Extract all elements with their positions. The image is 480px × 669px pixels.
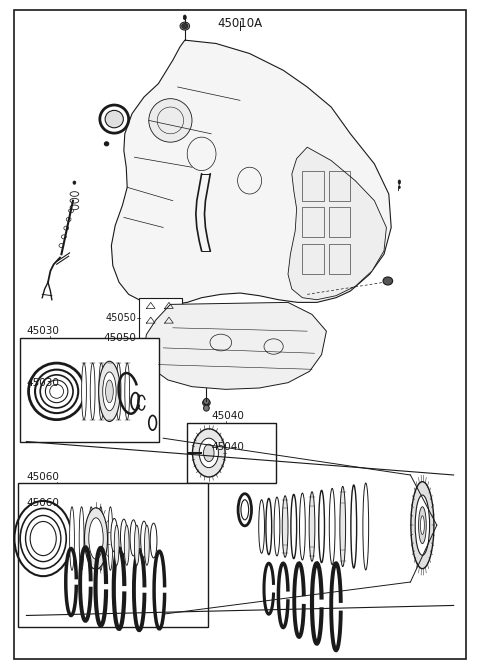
- Ellipse shape: [70, 205, 79, 210]
- Bar: [329, 207, 350, 237]
- Ellipse shape: [363, 483, 369, 570]
- Ellipse shape: [82, 363, 86, 420]
- Ellipse shape: [141, 521, 147, 557]
- Bar: [20, 338, 159, 442]
- Ellipse shape: [204, 405, 209, 411]
- Ellipse shape: [398, 186, 400, 189]
- Bar: [302, 207, 324, 237]
- Ellipse shape: [79, 507, 84, 570]
- Ellipse shape: [411, 482, 434, 569]
- Bar: [187, 423, 276, 483]
- Ellipse shape: [114, 525, 119, 565]
- Ellipse shape: [100, 105, 129, 133]
- Bar: [302, 171, 324, 201]
- Ellipse shape: [209, 325, 214, 330]
- Ellipse shape: [90, 363, 95, 420]
- Ellipse shape: [59, 244, 64, 248]
- Ellipse shape: [108, 507, 113, 570]
- Ellipse shape: [291, 494, 297, 559]
- Ellipse shape: [340, 486, 346, 567]
- Ellipse shape: [125, 363, 130, 420]
- Ellipse shape: [105, 110, 123, 128]
- Ellipse shape: [116, 363, 121, 420]
- Text: 45030: 45030: [26, 326, 59, 336]
- Text: 45030: 45030: [26, 378, 59, 387]
- Polygon shape: [111, 40, 391, 304]
- Ellipse shape: [259, 500, 264, 553]
- Ellipse shape: [329, 488, 335, 565]
- Ellipse shape: [383, 277, 393, 285]
- Ellipse shape: [351, 485, 357, 568]
- Ellipse shape: [120, 519, 127, 554]
- Text: 45050: 45050: [106, 313, 137, 322]
- Ellipse shape: [204, 398, 209, 404]
- Ellipse shape: [415, 495, 430, 555]
- Ellipse shape: [309, 492, 315, 561]
- Ellipse shape: [204, 444, 214, 462]
- Ellipse shape: [61, 235, 66, 239]
- Ellipse shape: [134, 525, 139, 565]
- Ellipse shape: [98, 361, 120, 421]
- Ellipse shape: [130, 520, 137, 556]
- Ellipse shape: [420, 516, 424, 535]
- Bar: [18, 483, 208, 627]
- Text: 45040: 45040: [211, 411, 244, 421]
- Text: 45040: 45040: [211, 442, 244, 452]
- Ellipse shape: [274, 497, 280, 556]
- Ellipse shape: [69, 209, 73, 213]
- Ellipse shape: [183, 15, 186, 19]
- Ellipse shape: [203, 399, 210, 406]
- Ellipse shape: [99, 363, 104, 420]
- Ellipse shape: [70, 192, 79, 197]
- Ellipse shape: [150, 523, 157, 558]
- Ellipse shape: [149, 99, 192, 142]
- Ellipse shape: [398, 180, 400, 184]
- Ellipse shape: [64, 226, 69, 230]
- Polygon shape: [144, 302, 326, 389]
- Ellipse shape: [180, 22, 190, 30]
- Ellipse shape: [198, 332, 201, 336]
- Ellipse shape: [98, 507, 103, 570]
- Bar: [302, 244, 324, 274]
- Ellipse shape: [70, 507, 74, 570]
- Ellipse shape: [111, 518, 118, 552]
- Text: 45060: 45060: [26, 498, 59, 508]
- Bar: [329, 244, 350, 274]
- Bar: [139, 298, 182, 338]
- Ellipse shape: [70, 199, 79, 203]
- Ellipse shape: [300, 493, 305, 560]
- Ellipse shape: [319, 490, 324, 563]
- Ellipse shape: [66, 217, 71, 221]
- Text: 45050: 45050: [104, 333, 137, 343]
- Ellipse shape: [144, 525, 149, 565]
- Bar: [329, 171, 350, 201]
- Ellipse shape: [89, 518, 103, 559]
- Ellipse shape: [199, 438, 218, 468]
- Ellipse shape: [419, 507, 426, 543]
- Ellipse shape: [105, 142, 109, 146]
- Ellipse shape: [84, 508, 108, 569]
- Ellipse shape: [196, 321, 203, 329]
- Ellipse shape: [204, 402, 209, 407]
- Polygon shape: [288, 147, 386, 300]
- Text: 45010A: 45010A: [217, 17, 263, 29]
- Ellipse shape: [181, 23, 188, 29]
- Ellipse shape: [106, 380, 113, 403]
- Ellipse shape: [108, 363, 112, 420]
- Text: 45060: 45060: [26, 472, 59, 482]
- Ellipse shape: [192, 429, 225, 477]
- Ellipse shape: [282, 496, 288, 557]
- Ellipse shape: [266, 498, 272, 555]
- Ellipse shape: [89, 507, 94, 570]
- Ellipse shape: [103, 372, 116, 411]
- Ellipse shape: [124, 525, 129, 565]
- Ellipse shape: [73, 181, 76, 184]
